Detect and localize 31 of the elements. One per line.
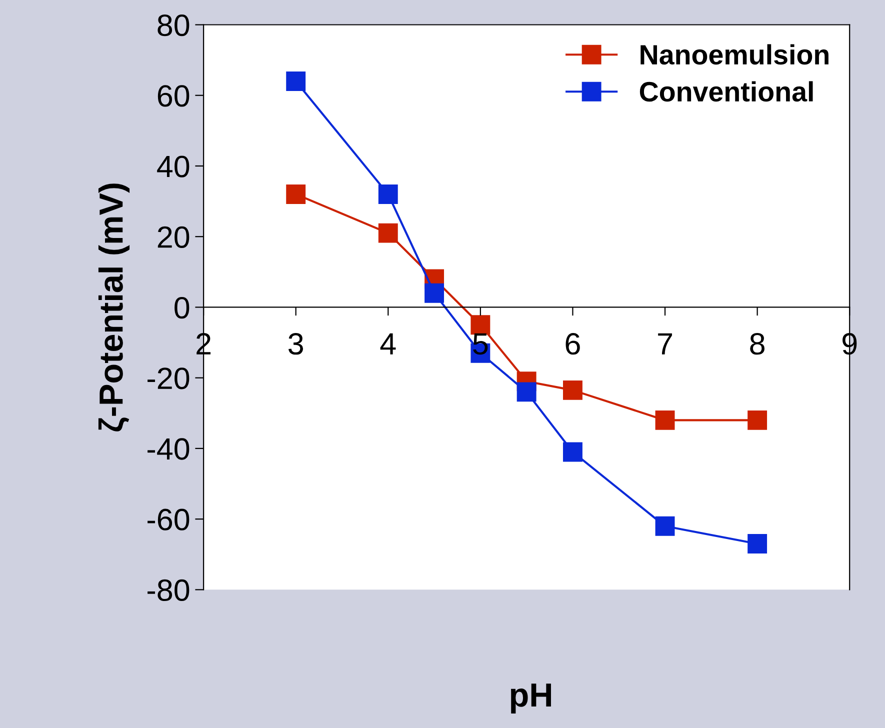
x-tick-label: 4: [380, 333, 396, 354]
point: [424, 283, 444, 303]
x-tick-label: 7: [658, 333, 672, 354]
y-tick-label: -20: [148, 368, 190, 390]
x-tick-label: 6: [566, 333, 580, 355]
y-tick-label: 40: [157, 156, 190, 178]
point: [748, 410, 768, 430]
x-axis-title: pH: [510, 684, 551, 714]
point: [516, 382, 536, 402]
point: [563, 442, 582, 462]
point: [748, 534, 768, 554]
y-axis-title: ζ-Potential (mV): [98, 184, 130, 432]
y-tick-label: -80: [148, 579, 190, 602]
x-tick-label: 3: [288, 333, 303, 355]
point: [655, 516, 675, 536]
point: [286, 72, 306, 91]
y-tick-label: 0: [174, 296, 190, 319]
legend-label: Nanoemulsion: [640, 44, 828, 65]
y-tick-label: 20: [158, 226, 190, 248]
y-tick-label: -60: [148, 508, 190, 530]
point: [378, 184, 398, 204]
point: [563, 380, 582, 400]
point: [378, 223, 398, 243]
y-tick-label: 60: [158, 85, 190, 107]
x-tick-label: 8: [750, 333, 764, 355]
point: [655, 410, 675, 430]
y-tick-label: -40: [148, 438, 190, 460]
point: [286, 184, 306, 204]
point: [470, 315, 490, 335]
y-tick-label: 80: [158, 14, 190, 36]
legend-label: Conventional: [640, 81, 813, 102]
